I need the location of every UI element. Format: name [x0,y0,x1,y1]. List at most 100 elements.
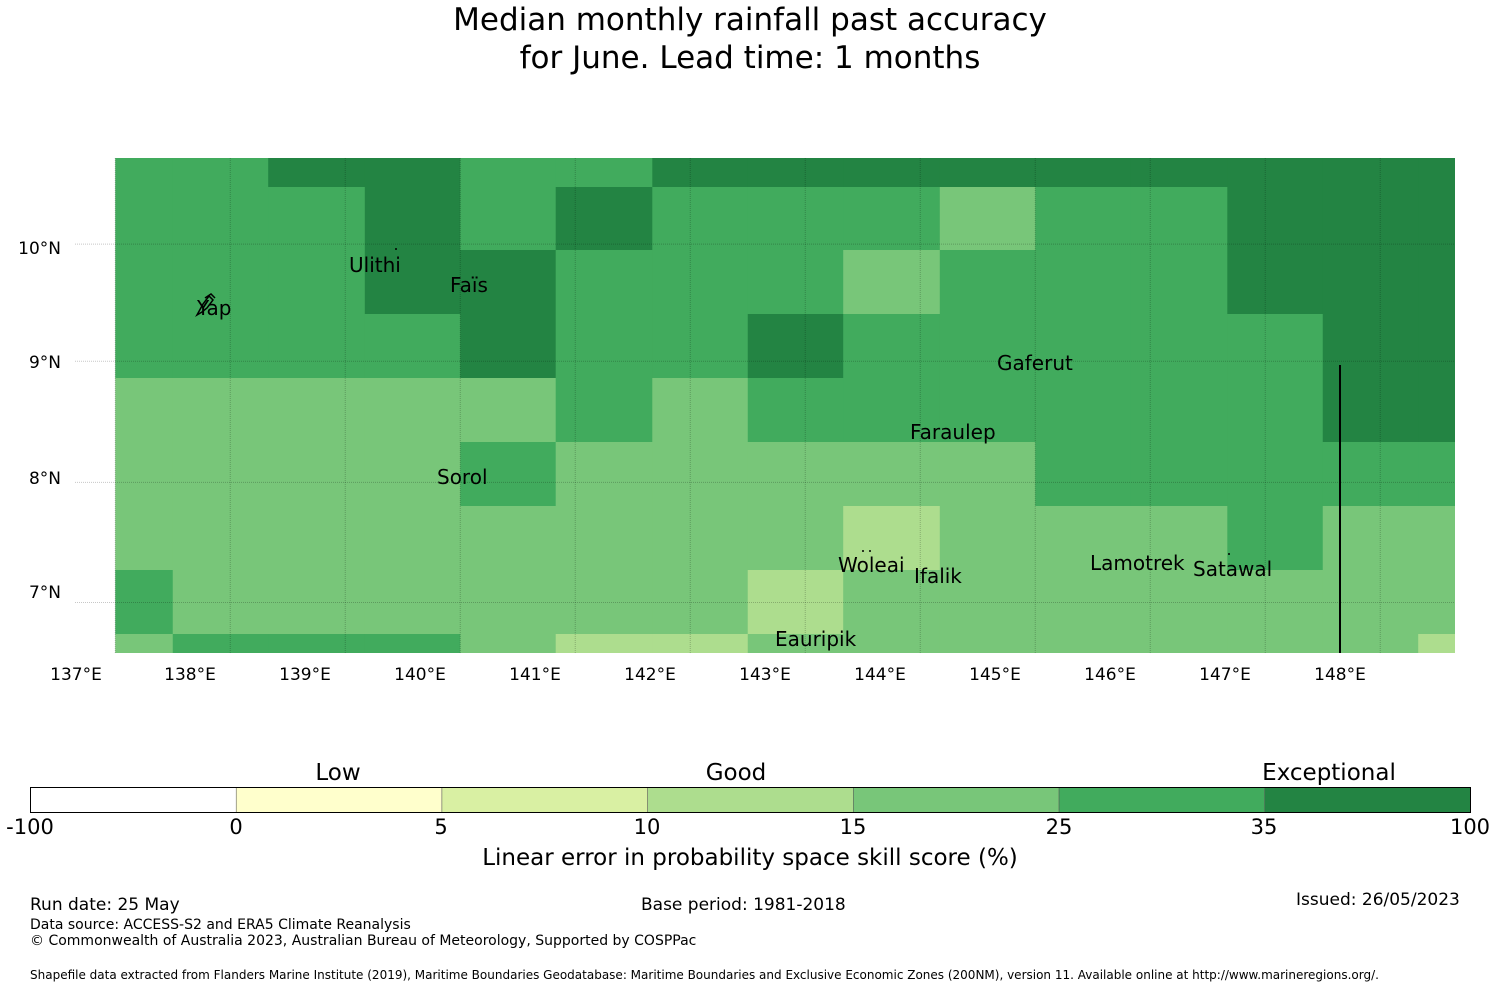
lon-label-146e: 146°E [1084,665,1136,685]
lat-label-9n: 9°N [28,353,61,373]
skill-cell [172,250,269,315]
data-source: Data source: ACCESS-S2 and ERA5 Climate … [30,917,411,933]
skill-cell [268,570,366,635]
skill-cell [268,187,366,251]
skill-cell [1035,506,1132,571]
skill-cell [172,187,269,251]
skill-cell [1227,314,1324,379]
skill-cell [843,378,941,443]
skill-cell [1130,442,1228,507]
skill-cell [364,250,461,315]
skill-cell [555,158,653,188]
skill-cell [1035,187,1132,251]
skill-cell [1418,506,1455,571]
skill-cell [1130,187,1228,251]
skill-cell [1130,506,1228,571]
skill-cell [1130,634,1228,653]
skill-cell [939,187,1036,251]
lon-label-137e: 137°E [50,665,102,685]
skill-cell [747,187,844,251]
skill-cell [268,314,366,379]
skill-cell [364,634,461,653]
skill-cell [460,378,557,443]
place-label-faraulep: Faraulep [910,420,996,444]
skill-cell [460,314,557,379]
skill-cell [1035,634,1132,653]
lon-label-142e: 142°E [624,665,676,685]
skill-cell [1322,442,1419,507]
colorbar-frame [30,787,1471,813]
skill-cell [1418,250,1455,315]
skill-cell [747,314,844,379]
lat-label-8n: 8°N [28,469,61,489]
place-label-satawal: Satawal [1193,557,1273,581]
skill-cell [364,158,461,188]
lon-label-141e: 141°E [509,665,561,685]
skill-cell [652,314,749,379]
skill-cell [555,634,653,653]
base-period: Base period: 1981-2018 [641,895,846,915]
skill-cell [460,570,557,635]
colorbar-axis-label: Linear error in probability space skill … [482,845,1018,871]
skill-cell [1322,570,1419,635]
map-title-line-1: Median monthly rainfall past accuracy [453,2,1047,38]
island-dot-woleai-b [869,550,871,552]
skill-cell [1418,187,1455,251]
skill-cell [460,506,557,571]
colorbar-swatch [853,787,1060,813]
skill-cell [115,634,174,653]
issued-date: Issued: 26/05/2023 [1296,890,1460,910]
skill-cell [1227,378,1324,443]
skill-cell [843,634,941,653]
skill-cell [115,506,174,571]
skill-cell [1418,570,1455,635]
colorbar-tick-15: 15 [839,815,867,839]
skill-cell [1227,634,1324,653]
skill-cell [1418,634,1455,653]
skill-cell [747,634,844,653]
lon-label-143e: 143°E [739,665,791,685]
skill-cell [652,570,749,635]
skill-cell [939,250,1036,315]
skill-cell [1130,378,1228,443]
skill-cell [652,506,749,571]
skill-cell [268,634,366,653]
skill-cell [172,314,269,379]
colorbar [30,787,1471,813]
colorbar-swatch [441,787,648,813]
skill-cell [1322,378,1419,443]
skill-cell [115,314,174,379]
skill-cell [1418,378,1455,443]
skill-cell [1418,314,1455,379]
skill-cell [843,570,941,635]
skill-map [75,158,1455,653]
skill-cell [364,187,461,251]
colorbar-tick-minus100: -100 [6,815,54,839]
colorbar-swatch [1264,787,1471,813]
skill-cell [843,442,941,507]
skill-cell [172,442,269,507]
skill-cell [1418,442,1455,507]
skill-cell [843,158,941,188]
skill-cell [364,570,461,635]
yap-island-shape [195,293,216,318]
colorbar-swatches [30,787,1471,813]
run-date: Run date: 25 May [30,895,180,915]
skill-cell [747,250,844,315]
skill-cell [555,187,653,251]
skill-cell [268,250,366,315]
colorbar-tick-25: 25 [1045,815,1073,839]
skill-cell [939,634,1036,653]
map-title-line-2: for June. Lead time: 1 months [519,40,981,76]
skill-cell [652,442,749,507]
skill-cell [115,570,174,635]
skill-cell [115,442,174,507]
skill-cell [268,378,366,443]
skill-cell [1322,158,1419,188]
island-dot-satawal [1228,553,1230,555]
copyright-notice: © Commonwealth of Australia 2023, Austra… [30,933,697,949]
skill-cell [747,158,844,188]
skill-cell [115,158,174,188]
lon-label-140e: 140°E [394,665,446,685]
lon-label-139e: 139°E [279,665,331,685]
